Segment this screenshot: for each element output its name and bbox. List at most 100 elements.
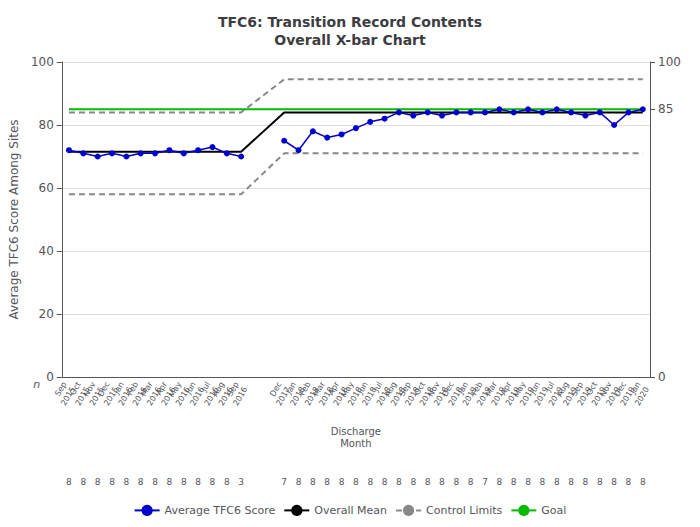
svg-text:May: May — [511, 380, 528, 400]
svg-text:8: 8 — [410, 477, 416, 487]
svg-text:8: 8 — [396, 477, 402, 487]
svg-text:85: 85 — [658, 102, 673, 116]
svg-text:0: 0 — [46, 370, 54, 384]
svg-text:80: 80 — [39, 118, 54, 132]
svg-text:2019: 2019 — [475, 385, 494, 408]
svg-text:2016: 2016 — [188, 385, 207, 408]
svg-text:8: 8 — [496, 477, 502, 487]
svg-text:8: 8 — [66, 477, 72, 487]
svg-text:8: 8 — [568, 477, 574, 487]
svg-text:May: May — [339, 380, 356, 400]
svg-text:2016: 2016 — [217, 385, 235, 408]
svg-text:8: 8 — [597, 477, 603, 487]
svg-text:Nov: Nov — [81, 380, 98, 399]
svg-text:8: 8 — [296, 477, 302, 487]
svg-text:2018: 2018 — [417, 385, 436, 408]
svg-text:2018: 2018 — [360, 385, 379, 408]
svg-text:Goal: Goal — [541, 504, 566, 517]
svg-text:2019: 2019 — [532, 385, 551, 408]
svg-text:Overall X-bar Chart: Overall X-bar Chart — [274, 32, 426, 48]
svg-text:2018: 2018 — [389, 385, 408, 408]
svg-text:20: 20 — [39, 307, 54, 321]
svg-text:8: 8 — [310, 477, 316, 487]
svg-text:8: 8 — [123, 477, 129, 487]
svg-text:Average TFC6 Score: Average TFC6 Score — [165, 504, 276, 517]
svg-text:8: 8 — [425, 477, 431, 487]
svg-text:8: 8 — [525, 477, 531, 487]
svg-text:2019: 2019 — [547, 385, 565, 408]
svg-text:Control Limits: Control Limits — [426, 504, 503, 517]
svg-text:2016: 2016 — [231, 385, 249, 407]
svg-text:Average TFC6 Score Among Sites: Average TFC6 Score Among Sites — [7, 119, 21, 319]
svg-text:2018: 2018 — [432, 385, 451, 408]
svg-text:60: 60 — [39, 181, 54, 195]
svg-text:3: 3 — [238, 477, 244, 487]
svg-text:8: 8 — [367, 477, 373, 487]
svg-text:2019: 2019 — [518, 385, 537, 408]
svg-text:8: 8 — [583, 477, 589, 487]
svg-text:0: 0 — [658, 370, 666, 384]
svg-text:8: 8 — [195, 477, 201, 487]
svg-text:Aug: Aug — [210, 380, 227, 399]
svg-text:2019: 2019 — [618, 385, 637, 408]
svg-text:8: 8 — [382, 477, 388, 487]
svg-text:2019: 2019 — [460, 385, 479, 408]
svg-text:100: 100 — [658, 55, 681, 69]
svg-text:8: 8 — [626, 477, 632, 487]
svg-text:Aug: Aug — [382, 380, 399, 399]
svg-text:8: 8 — [453, 477, 459, 487]
svg-text:2016: 2016 — [174, 385, 192, 408]
svg-text:2019: 2019 — [561, 385, 580, 408]
svg-text:8: 8 — [224, 477, 230, 487]
svg-text:8: 8 — [540, 477, 546, 487]
svg-text:Discharge: Discharge — [331, 426, 381, 437]
svg-text:2018: 2018 — [346, 385, 365, 408]
svg-text:2018: 2018 — [374, 385, 393, 408]
svg-text:8: 8 — [181, 477, 187, 487]
svg-text:2019: 2019 — [590, 385, 608, 408]
svg-text:8: 8 — [640, 477, 646, 487]
svg-text:7: 7 — [482, 477, 488, 487]
svg-text:TFC6: Transition Record Conten: TFC6: Transition Record Contents — [218, 14, 482, 30]
svg-text:2018: 2018 — [446, 385, 465, 408]
svg-text:2016: 2016 — [131, 385, 149, 408]
svg-text:8: 8 — [152, 477, 158, 487]
svg-text:7: 7 — [281, 477, 287, 487]
svg-text:8: 8 — [210, 477, 216, 487]
svg-text:8: 8 — [324, 477, 330, 487]
svg-text:8: 8 — [109, 477, 115, 487]
svg-text:8: 8 — [611, 477, 617, 487]
svg-text:2019: 2019 — [604, 385, 623, 408]
svg-text:2018: 2018 — [317, 385, 336, 408]
svg-text:40: 40 — [39, 244, 54, 258]
svg-text:2020: 2020 — [633, 385, 651, 407]
svg-text:Month: Month — [340, 438, 371, 449]
svg-text:8: 8 — [95, 477, 101, 487]
svg-text:8: 8 — [511, 477, 517, 487]
svg-text:2018: 2018 — [288, 385, 307, 408]
svg-text:2017: 2017 — [274, 385, 293, 408]
svg-text:8: 8 — [339, 477, 345, 487]
svg-text:2016: 2016 — [202, 385, 221, 408]
svg-text:2015: 2015 — [59, 385, 78, 408]
svg-text:2019: 2019 — [489, 385, 508, 408]
svg-text:2015: 2015 — [73, 385, 92, 408]
svg-text:8: 8 — [80, 477, 86, 487]
svg-text:2019: 2019 — [575, 385, 594, 408]
svg-text:2016: 2016 — [116, 385, 135, 408]
svg-text:May: May — [167, 380, 184, 400]
svg-text:Overall Mean: Overall Mean — [314, 504, 387, 517]
svg-text:2018: 2018 — [303, 385, 322, 408]
svg-text:8: 8 — [138, 477, 144, 487]
svg-text:8: 8 — [439, 477, 445, 487]
svg-text:8: 8 — [167, 477, 173, 487]
svg-text:8: 8 — [353, 477, 359, 487]
svg-text:2016: 2016 — [145, 385, 164, 408]
svg-text:n: n — [33, 378, 40, 391]
svg-text:100: 100 — [31, 55, 54, 69]
svg-text:2015: 2015 — [102, 385, 121, 408]
svg-text:2015: 2015 — [87, 385, 106, 408]
svg-text:2018: 2018 — [403, 385, 422, 408]
svg-text:8: 8 — [554, 477, 560, 487]
svg-text:8: 8 — [468, 477, 474, 487]
